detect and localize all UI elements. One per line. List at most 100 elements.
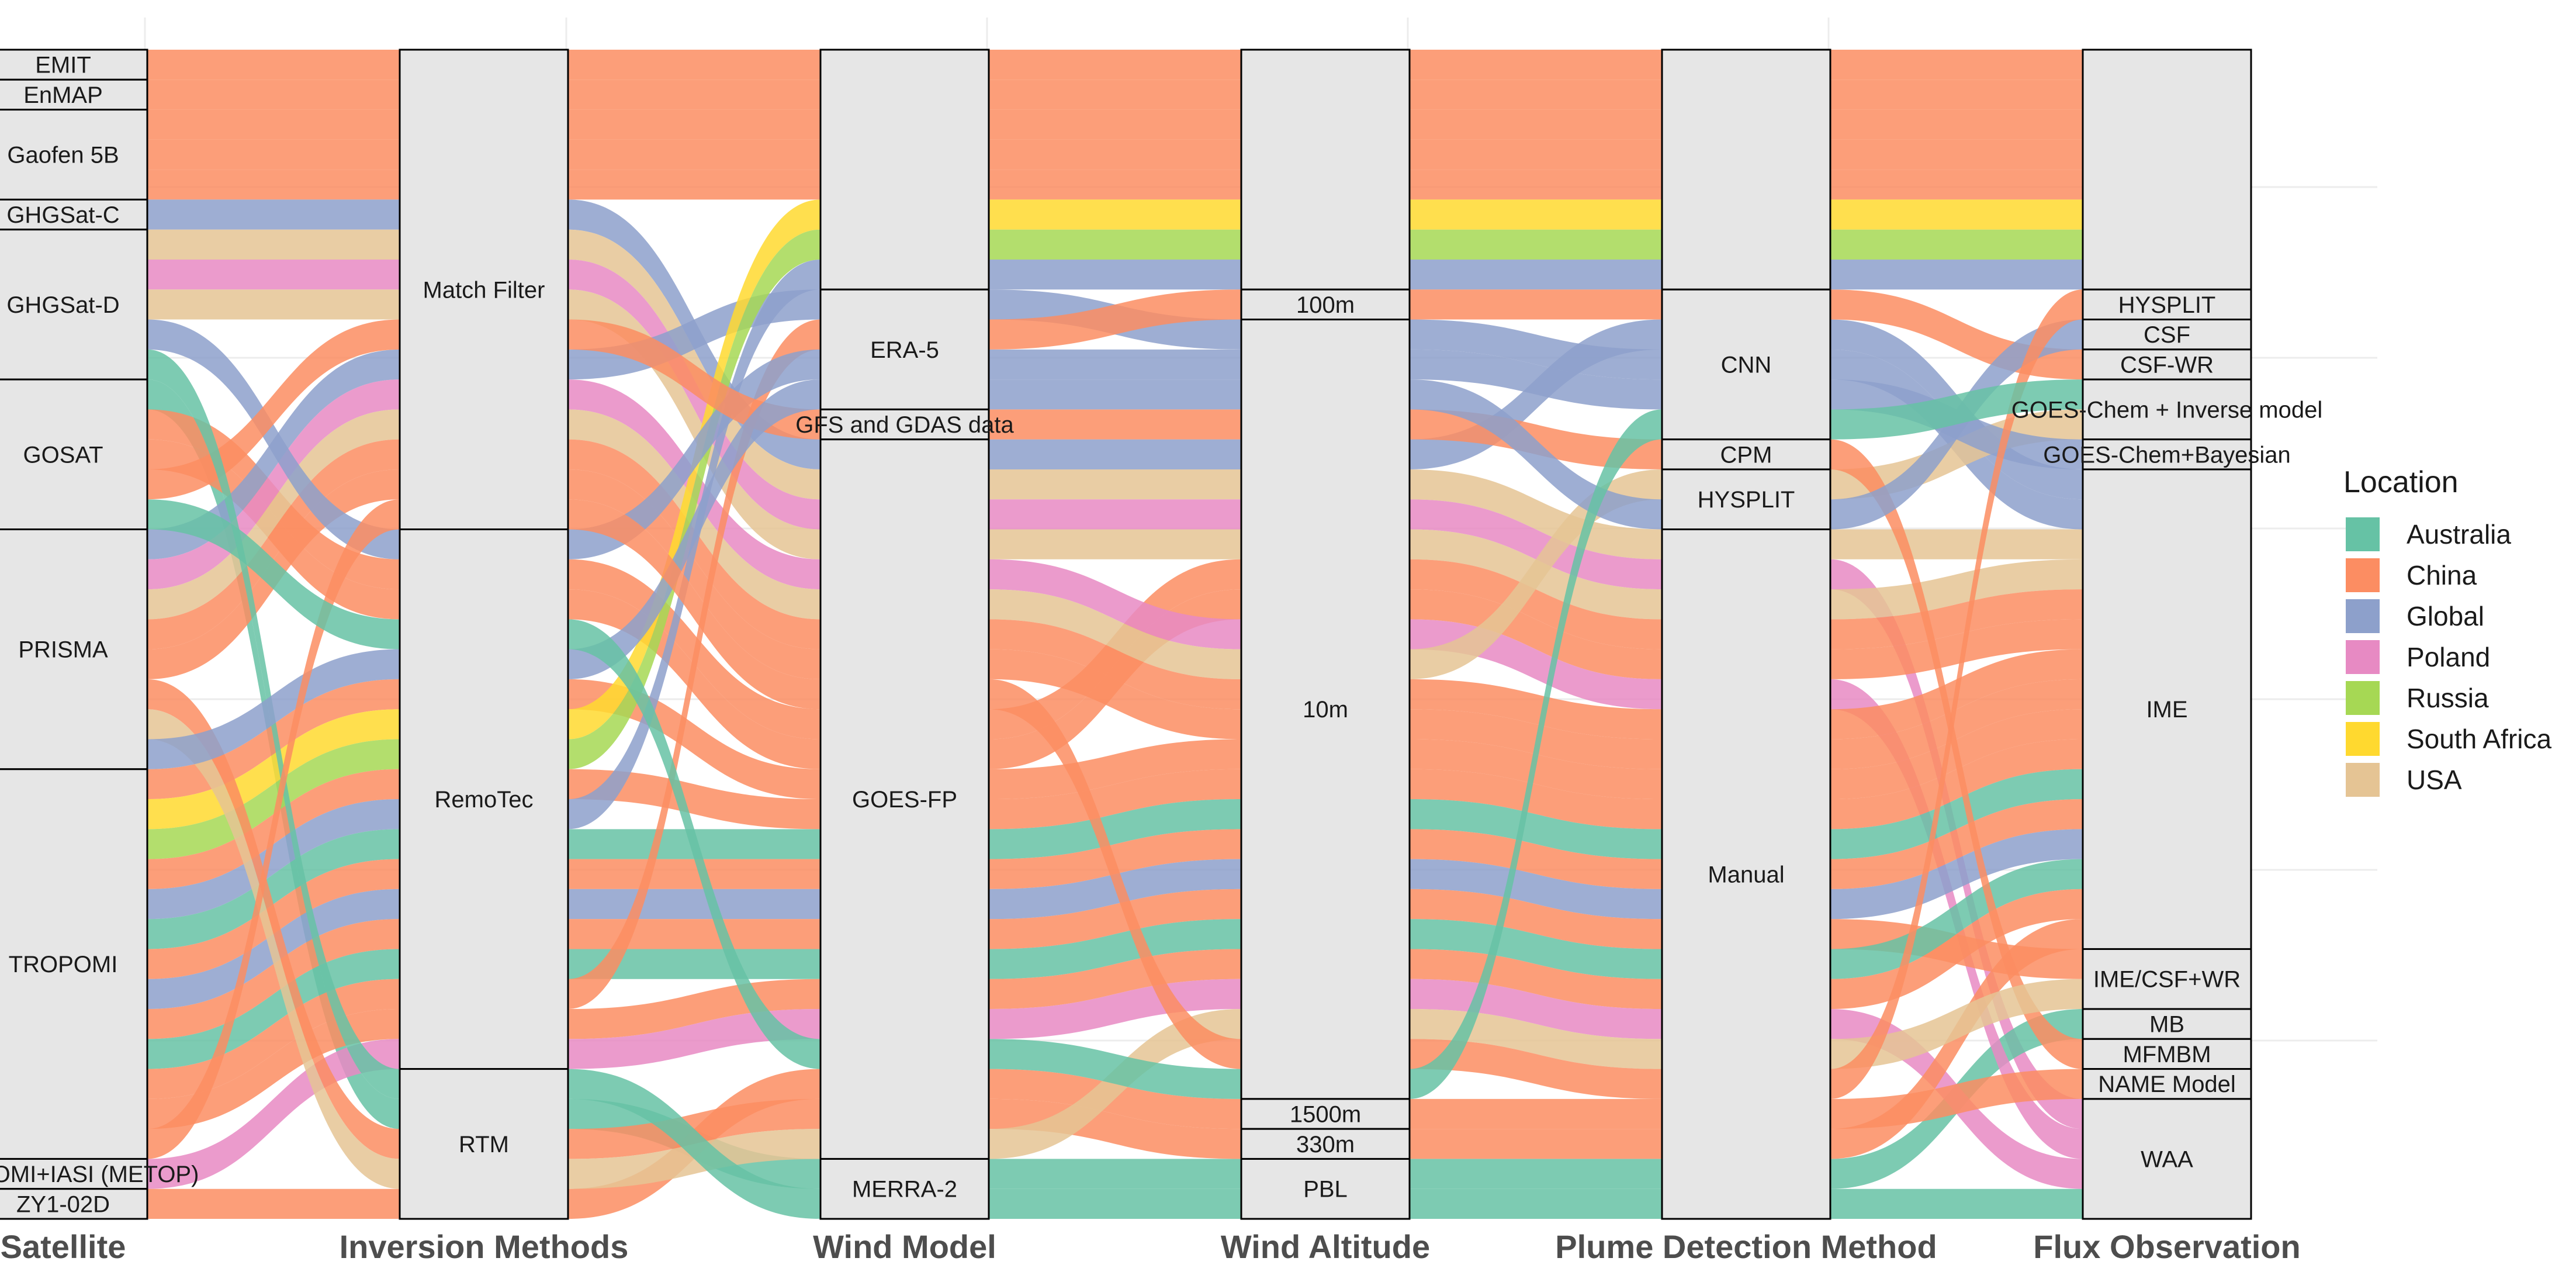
legend-label-china: China	[2407, 560, 2477, 590]
flow-global-5-seg-0	[147, 199, 400, 230]
flow-russia-19-seg-0	[147, 739, 400, 859]
flow-poland-29-seg-2	[989, 979, 1241, 1039]
flow-china-20-seg-2	[989, 769, 1241, 830]
legend-item-poland: Poland	[2346, 640, 2490, 674]
legend-swatch-russia	[2346, 681, 2380, 715]
stratum-label-emit: EMIT	[35, 53, 91, 78]
flow-australia-26-seg-2	[989, 919, 1241, 979]
flow-usa-14-seg-0	[147, 409, 400, 620]
flow-china-16-seg-1	[568, 469, 820, 679]
flow-south-africa-18-seg-4	[1830, 199, 2083, 230]
stratum-satellite-prisma: PRISMA	[0, 528, 148, 770]
flow-global-36-seg-1	[568, 379, 820, 679]
stratum-label-goes-chem-inverse-model: GOES-Chem + Inverse model	[2011, 397, 2322, 423]
stratum-satellite-emit: EMIT	[0, 49, 148, 81]
flow-china-3-seg-0	[147, 139, 400, 170]
flow-poland-13-seg-2	[989, 559, 1241, 649]
flow-usa-6-seg-0	[147, 229, 400, 260]
stratum-plume-detection-method-cpm: CPM	[1661, 438, 1831, 471]
stratum-label-mb: MB	[2149, 1012, 2184, 1038]
flow-china-37-seg-3	[1410, 1039, 1662, 1099]
flow-poland-7-seg-3	[1410, 499, 1662, 590]
axis-labels: Satellite Inversion Methods Wind Model Wind…	[1, 1228, 2301, 1265]
flow-usa-14-seg-2	[989, 589, 1241, 679]
stratum-flux-observation-name-model: NAME Model	[2082, 1068, 2252, 1100]
flow-australia-26-seg-4	[1830, 859, 2083, 979]
stratum-plume-detection-method-manual: Manual	[1661, 528, 1831, 1220]
stratum-wind-altitude-1500m: 1500m	[1240, 1098, 1411, 1130]
flow-china-25-seg-3	[1410, 889, 1662, 949]
flow-global-5-seg-2	[989, 439, 1241, 469]
stratum-satellite-ghgsat-d: GHGSat-D	[0, 229, 148, 381]
stratum-label-cnn: CNN	[1721, 352, 1772, 378]
stratum-label-era-5: ERA-5	[870, 337, 939, 363]
stratum-label-hysplit: HYSPLIT	[1698, 487, 1795, 513]
stratum-box-merra-2	[819, 1157, 990, 1220]
flow-china-2-seg-4	[1830, 109, 2083, 140]
flow-global-21-seg-2	[989, 259, 1241, 290]
flow-china-37-seg-2	[989, 679, 1241, 1069]
flow-china-28-seg-1	[568, 979, 820, 1039]
flow-russia-19-seg-4	[1830, 229, 2083, 260]
stratum-satellite-gaofen-5b: Gaofen 5B	[0, 109, 148, 201]
flow-china-27-seg-3	[1410, 289, 1662, 320]
stratum-satellite-ghgsat-c: GHGSat-C	[0, 198, 148, 231]
axis-label-flux-observation: Flux Observation	[2033, 1228, 2300, 1265]
flow-china-2-seg-0	[147, 109, 400, 140]
flow-china-28-seg-3	[1410, 949, 1662, 1010]
flow-china-0-seg-4	[1830, 50, 2083, 80]
flow-china-15-seg-0	[147, 439, 400, 649]
stratum-wind-altitude-330m: 330m	[1240, 1128, 1411, 1160]
flow-china-33-seg-2	[989, 1098, 1241, 1159]
flow-australia-35-seg-3	[1410, 1188, 1662, 1219]
legend-label-australia: Australia	[2407, 519, 2511, 550]
flow-china-4-seg-2	[989, 170, 1241, 200]
stratum-box-ime-csf-wr	[2082, 948, 2252, 1010]
stratum-wind-model-gfs-and-gdas-data: GFS and GDAS data	[795, 408, 1015, 441]
stratum-flux-observation-waa: WAA	[2082, 1098, 2252, 1220]
stratum-satellite-tropomi-iasi-metop: TROPOMI+IASI (METOP)	[0, 1157, 199, 1190]
flow-australia-38-seg-3	[1410, 409, 1662, 1099]
stratum-flux-observation-ime: IME	[2082, 468, 2252, 950]
flow-china-20-seg-4	[1830, 739, 2083, 830]
flow-china-16-seg-2	[989, 649, 1241, 740]
stratum-label-csf: CSF	[2144, 322, 2190, 348]
flow-usa-14-seg-3	[1410, 469, 1662, 679]
flow-china-11-seg-3	[1410, 589, 1662, 679]
stratum-label-merra-2: MERRA-2	[852, 1177, 957, 1202]
flow-china-3-seg-3	[1410, 139, 1662, 170]
stratum-box-rtm	[399, 1068, 569, 1220]
stratum-inversion-methods-rtm: RTM	[399, 1068, 569, 1220]
flow-china-10-seg-4	[1830, 589, 2083, 649]
flow-china-37-seg-1	[568, 499, 820, 710]
flow-china-27-seg-2	[989, 289, 1241, 350]
flow-australia-38-seg-2	[989, 1039, 1241, 1099]
flow-china-27-seg-1	[568, 319, 820, 1010]
flow-bands	[147, 50, 2083, 1219]
stratum-box-gfs-and-gdas-data	[819, 408, 990, 441]
stratum-flux-observation-csf-wr: CSF-WR	[2082, 348, 2252, 381]
stratum-box-cnn	[1661, 288, 1831, 441]
stratum-label-waa: WAA	[2141, 1146, 2193, 1172]
legend-swatch-australia	[2346, 517, 2380, 551]
flow-china-1-seg-0	[147, 80, 400, 110]
stratum-box-remotec	[399, 528, 569, 1070]
stratum-flux-observation-goes-chem-bayesian: GOES-Chem+Bayesian	[2043, 438, 2291, 471]
stratum-flux-observation-goes-chem-inverse-model: GOES-Chem + Inverse model	[2011, 378, 2322, 441]
stratum-box-enmap	[0, 78, 148, 111]
stratum-flux-observation-mb: MB	[2082, 1008, 2252, 1040]
flow-poland-13-seg-0	[147, 379, 400, 590]
legend-label-russia: Russia	[2407, 683, 2489, 713]
flow-usa-6-seg-4	[1830, 529, 2083, 559]
flow-china-30-seg-0	[147, 1188, 400, 1219]
flow-australia-22-seg-0	[147, 829, 400, 949]
stratum-box-hysplit	[1661, 468, 1831, 531]
flow-global-21-seg-0	[147, 799, 400, 920]
flow-usa-8-seg-1	[568, 289, 820, 559]
stratum-box-waa	[2082, 1098, 2252, 1220]
stratum-boxes: EMIT EnMAP Gaofen 5B GHGSat-C GHGSat-D GOSAT P…	[0, 49, 2322, 1220]
flow-poland-29-seg-0	[147, 1039, 400, 1189]
stratum-wind-model-goes-fp: GOES-FP	[819, 438, 990, 1160]
stratum-box-tropomi-iasi-metop	[0, 1157, 148, 1190]
flow-china-1-seg-1	[568, 80, 820, 110]
